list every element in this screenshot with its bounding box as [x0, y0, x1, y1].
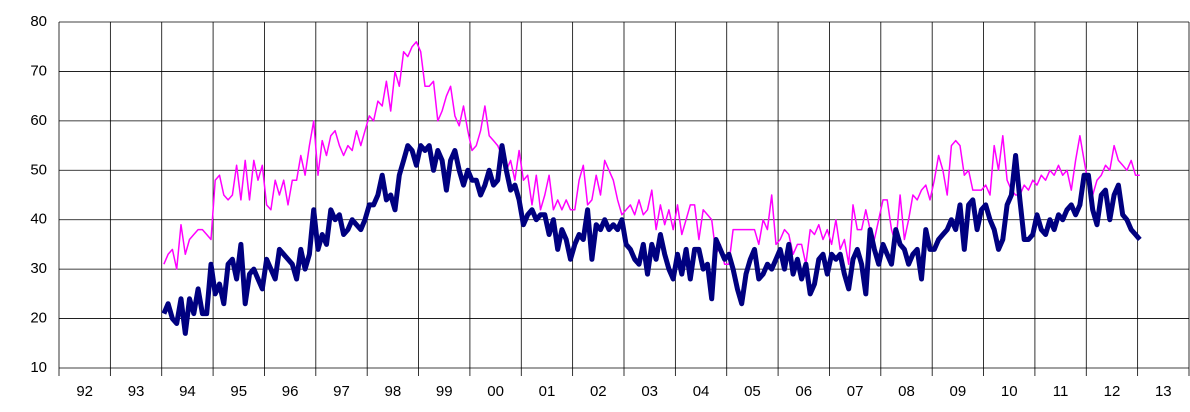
- x-tick-label: 10: [1001, 383, 1018, 400]
- y-tick-label: 20: [30, 310, 47, 327]
- x-tick-label: 00: [487, 383, 504, 400]
- x-tick-label: 12: [1104, 383, 1121, 400]
- series-line: [163, 41, 1140, 270]
- x-tick-label: 01: [539, 383, 556, 400]
- x-tick-label: 98: [385, 383, 402, 400]
- x-tick-label: 04: [693, 383, 710, 400]
- x-tick-label: 95: [230, 383, 247, 400]
- x-tick-label: 08: [898, 383, 915, 400]
- x-tick-label: 97: [333, 383, 350, 400]
- y-tick-label: 70: [30, 62, 47, 79]
- y-tick-label: 60: [30, 112, 47, 129]
- x-tick-label: 05: [744, 383, 761, 400]
- y-tick-label: 30: [30, 260, 47, 277]
- x-tick-label: 96: [282, 383, 299, 400]
- y-tick-label: 80: [30, 13, 47, 30]
- x-tick-label: 06: [795, 383, 812, 400]
- y-tick-label: 40: [30, 211, 47, 228]
- x-tick-label: 93: [128, 383, 145, 400]
- x-tick-label: 92: [76, 383, 93, 400]
- x-tick-label: 13: [1155, 383, 1172, 400]
- y-tick-label: 50: [30, 161, 47, 178]
- x-tick-label: 02: [590, 383, 607, 400]
- x-tick-label: 07: [847, 383, 864, 400]
- x-tick-label: 03: [641, 383, 658, 400]
- x-tick-label: 94: [179, 383, 196, 400]
- x-tick-label: 11: [1053, 383, 1069, 400]
- x-tick-label: 09: [950, 383, 967, 400]
- series-line: [161, 143, 1142, 336]
- y-tick-label: 10: [30, 359, 47, 376]
- x-tick-label: 99: [436, 383, 453, 400]
